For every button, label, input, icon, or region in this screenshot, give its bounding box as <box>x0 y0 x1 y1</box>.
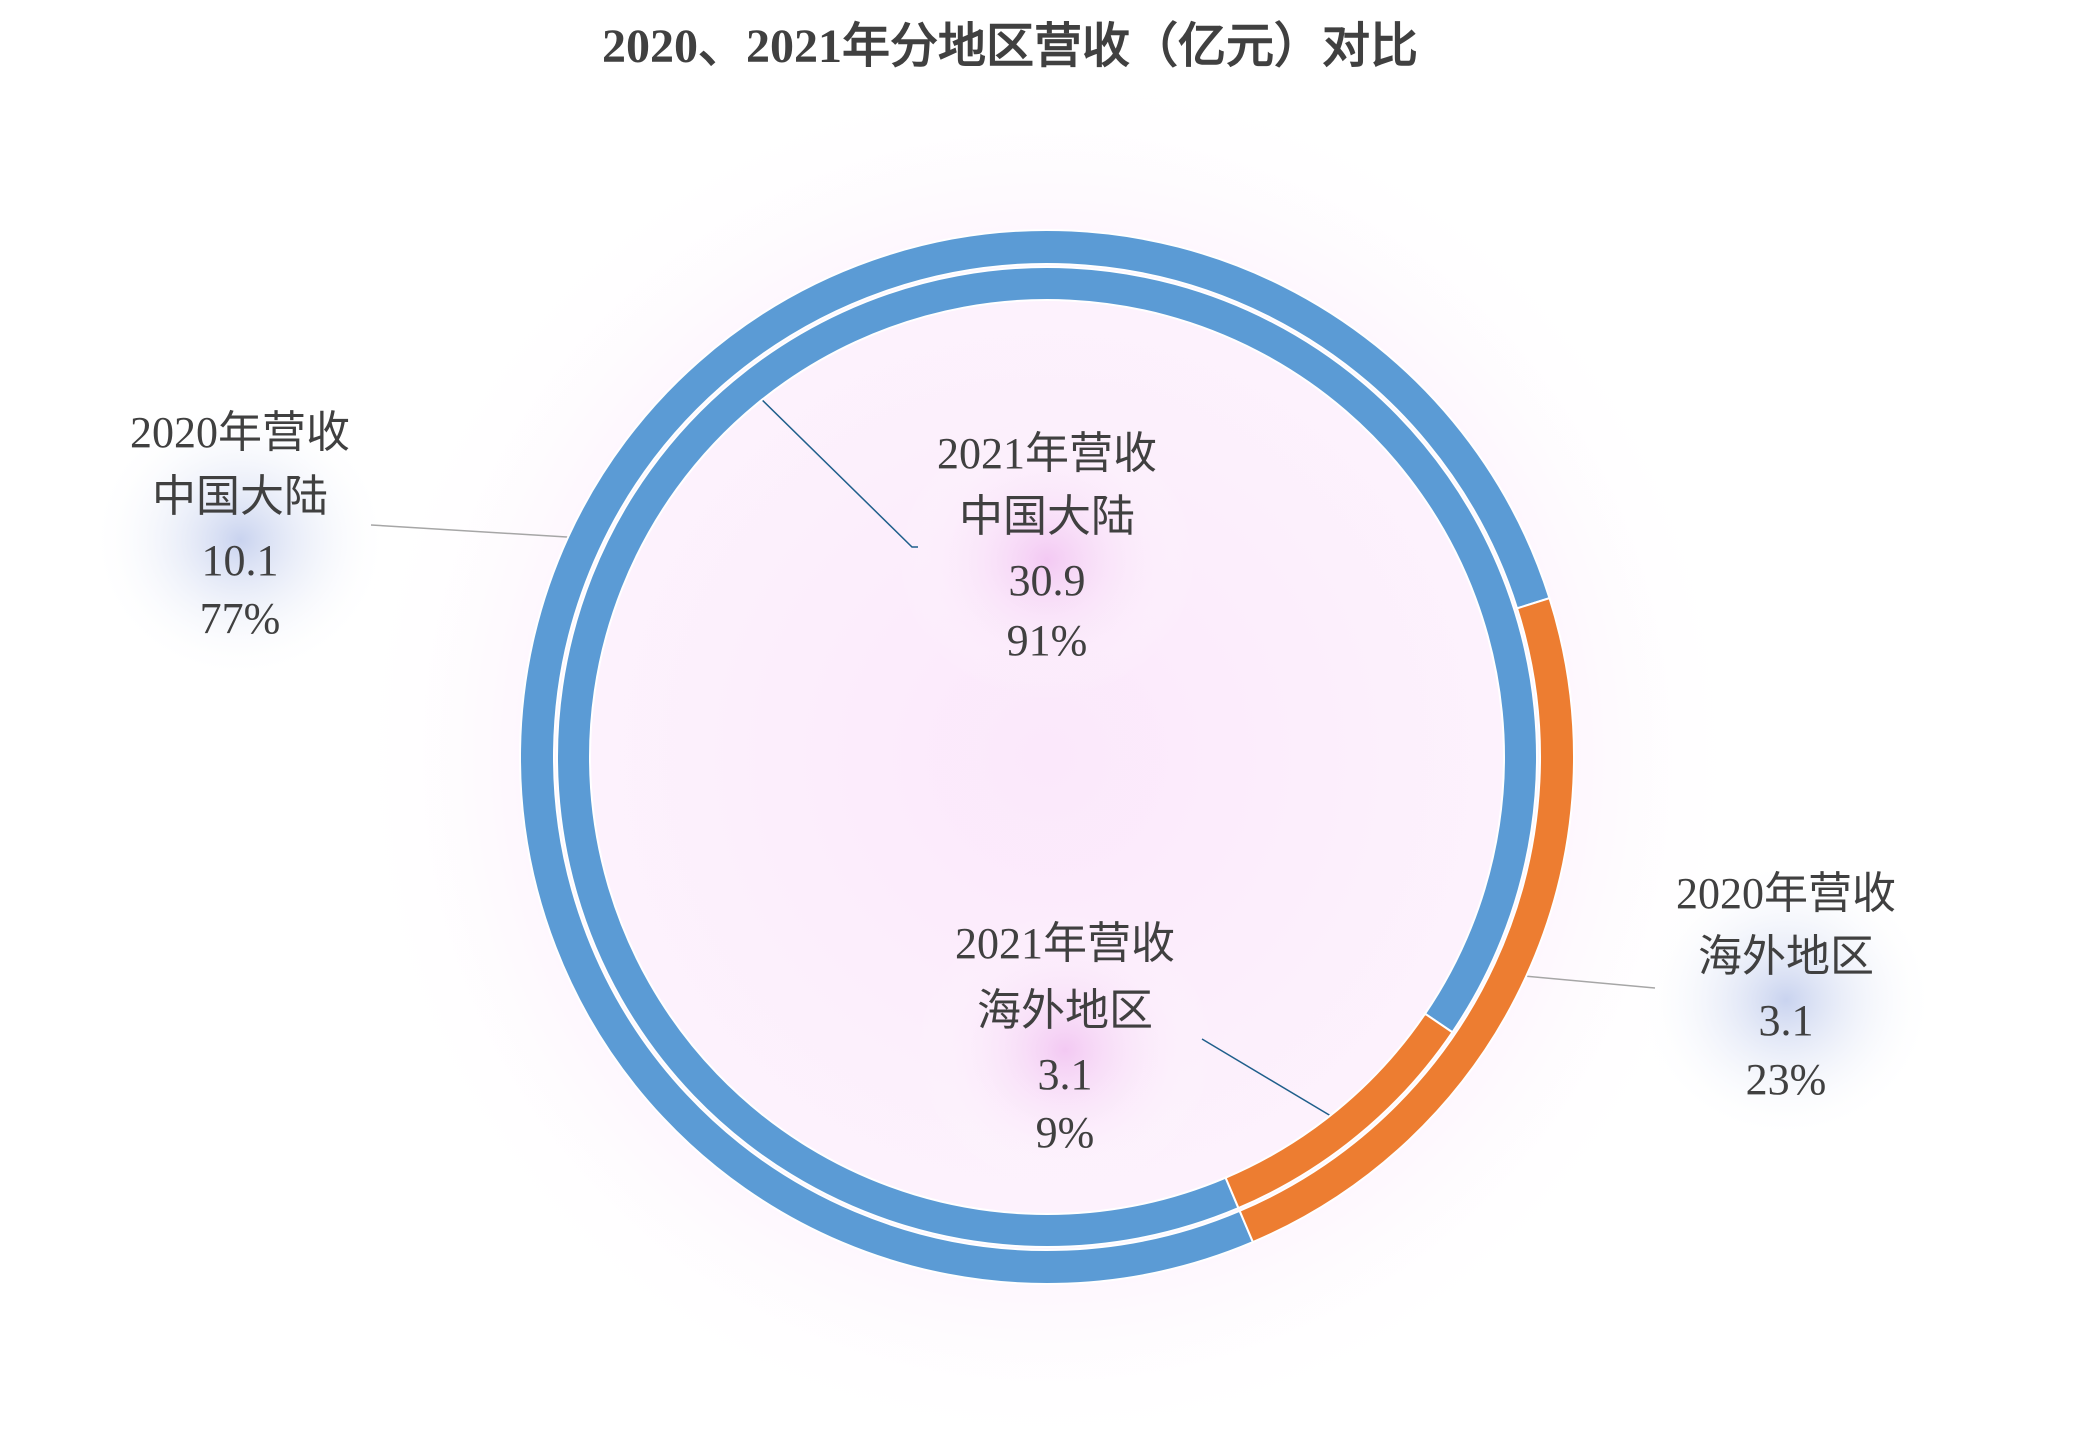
data-label: 91% <box>1007 616 1088 665</box>
leader-line <box>370 524 584 539</box>
leader-line <box>1201 1038 1347 1126</box>
data-label: 10.1 <box>202 536 279 585</box>
chart-title: 2020、2021年分地区营收（亿元）对比 <box>602 20 1418 73</box>
doughnut-slice <box>1224 1012 1454 1210</box>
data-label: 3.1 <box>1759 996 1814 1045</box>
data-label: 2021年营收 <box>955 919 1175 968</box>
data-label: 30.9 <box>1009 556 1086 605</box>
doughnut-slice <box>519 229 1551 1286</box>
data-label: 2021年营收 <box>937 429 1157 478</box>
data-label: 9% <box>1036 1108 1095 1157</box>
data-label: 海外地区 <box>977 986 1153 1035</box>
label-glow <box>915 910 1215 1190</box>
data-label: 2020年营收 <box>1676 869 1896 918</box>
label-glow <box>1636 860 1936 1140</box>
data-label: 中国大陆 <box>152 472 328 521</box>
data-label: 中国大陆 <box>959 492 1135 541</box>
leader-line <box>751 389 918 548</box>
data-label: 海外地区 <box>1698 932 1874 981</box>
data-label: 77% <box>200 594 281 643</box>
label-glow <box>90 400 390 680</box>
data-label: 23% <box>1746 1055 1827 1104</box>
data-label: 2020年营收 <box>130 408 350 457</box>
label-glow <box>897 420 1197 700</box>
doughnut-slice <box>556 266 1538 1248</box>
leader-line <box>1512 974 1656 989</box>
doughnut-slice <box>1238 596 1575 1244</box>
data-label: 3.1 <box>1038 1050 1093 1099</box>
